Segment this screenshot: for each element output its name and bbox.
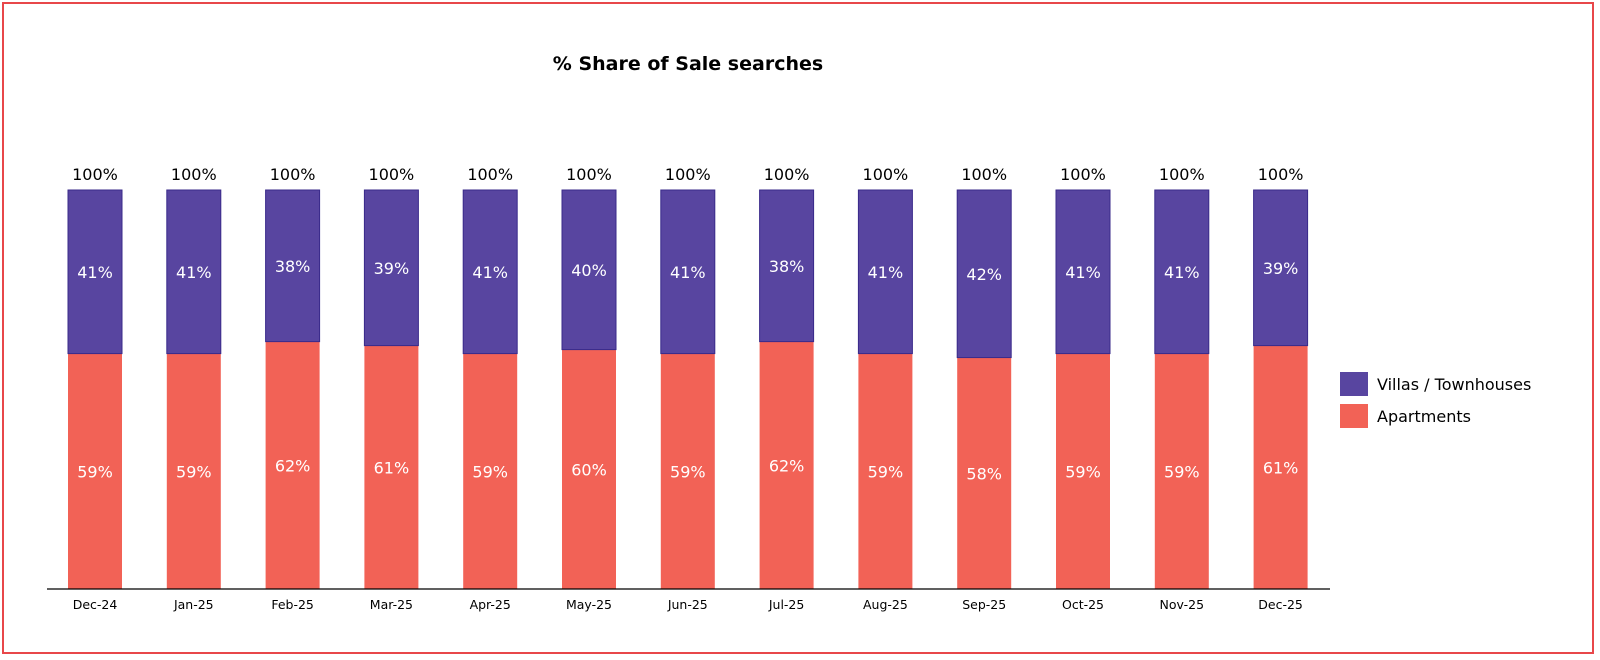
- bar-villas-townhouses-may-25: [561, 189, 617, 351]
- bar-apartments-feb-25: [265, 341, 320, 589]
- x-tick-label: Apr-25: [470, 597, 511, 612]
- total-label: 100%: [863, 165, 909, 184]
- x-tick-label: Nov-25: [1160, 597, 1204, 612]
- total-label: 100%: [171, 165, 217, 184]
- data-label: 41%: [77, 263, 113, 282]
- bar-villas-townhouses-mar-25: [363, 189, 419, 347]
- x-tick-label: Jul-25: [768, 597, 805, 612]
- bar-apartments-jun-25: [660, 353, 715, 589]
- data-label: 59%: [1065, 462, 1101, 481]
- total-label: 100%: [1159, 165, 1205, 184]
- x-tick-label: Mar-25: [370, 597, 413, 612]
- total-label: 100%: [467, 165, 513, 184]
- data-label: 59%: [1164, 462, 1200, 481]
- bar-apartments-dec-24: [68, 353, 122, 589]
- total-label: 100%: [764, 165, 810, 184]
- bar-apartments-dec-25: [1253, 345, 1308, 589]
- bars-group: 59% 41% 100% 59% 41% 100% 62% 38% 100% 61% 39% 100%…: [67, 165, 1309, 589]
- bar-villas-townhouses-sep-25: [956, 189, 1012, 359]
- bar-villas-townhouses-aug-25: [857, 189, 913, 355]
- data-label: 59%: [670, 462, 706, 481]
- data-label: 42%: [966, 265, 1002, 284]
- legend: Villas / Townhouses Apartments: [1340, 372, 1531, 428]
- legend-label: Apartments: [1377, 407, 1471, 426]
- x-tick-label: Aug-25: [863, 597, 908, 612]
- bar-apartments-sep-25: [957, 357, 1012, 589]
- data-label: 41%: [1164, 263, 1200, 282]
- data-label: 61%: [1263, 458, 1299, 477]
- data-label: 59%: [77, 462, 113, 481]
- data-label: 41%: [1065, 263, 1101, 282]
- bar-villas-townhouses-dec-24: [67, 189, 123, 355]
- x-tick-label: May-25: [566, 597, 612, 612]
- bar-apartments-mar-25: [364, 345, 419, 589]
- data-label: 38%: [769, 257, 805, 276]
- total-label: 100%: [665, 165, 711, 184]
- chart-title: % Share of Sale searches: [553, 53, 823, 75]
- bar-villas-townhouses-nov-25: [1154, 189, 1210, 355]
- bar-apartments-jan-25: [166, 353, 221, 589]
- x-tick-label: Feb-25: [271, 597, 314, 612]
- legend-label: Villas / Townhouses: [1377, 375, 1531, 394]
- total-label: 100%: [72, 165, 118, 184]
- total-label: 100%: [1060, 165, 1106, 184]
- x-tick-label: Sep-25: [962, 597, 1006, 612]
- x-tick-label: Dec-25: [1258, 597, 1303, 612]
- data-label: 41%: [868, 263, 904, 282]
- x-axis-labels: Dec-24 Jan-25 Feb-25 Mar-25 Apr-25 May-25 Jun-…: [73, 597, 1303, 612]
- data-label: 61%: [374, 458, 410, 477]
- bar-apartments-oct-25: [1056, 353, 1110, 589]
- data-label: 59%: [868, 462, 904, 481]
- bar-villas-townhouses-feb-25: [265, 189, 321, 343]
- data-label: 39%: [1263, 259, 1299, 278]
- x-tick-label: Jun-25: [667, 597, 708, 612]
- legend-swatch: [1340, 404, 1368, 428]
- bar-apartments-may-25: [562, 349, 616, 589]
- data-label: 59%: [472, 462, 508, 481]
- total-label: 100%: [1258, 165, 1304, 184]
- x-tick-label: Dec-24: [73, 597, 118, 612]
- x-tick-label: Oct-25: [1062, 597, 1104, 612]
- data-label: 62%: [769, 456, 805, 475]
- data-label: 60%: [571, 460, 607, 479]
- bar-villas-townhouses-oct-25: [1055, 189, 1111, 355]
- bar-apartments-aug-25: [858, 353, 913, 589]
- total-label: 100%: [961, 165, 1007, 184]
- data-label: 40%: [571, 261, 607, 280]
- x-tick-label: Jan-25: [173, 597, 214, 612]
- data-label: 62%: [275, 456, 311, 475]
- bar-apartments-nov-25: [1154, 353, 1209, 589]
- total-label: 100%: [270, 165, 316, 184]
- bar-villas-townhouses-jan-25: [166, 189, 222, 355]
- data-label: 41%: [472, 263, 508, 282]
- bar-apartments-jul-25: [759, 341, 814, 589]
- total-label: 100%: [369, 165, 415, 184]
- bar-villas-townhouses-jul-25: [759, 189, 815, 343]
- data-label: 39%: [374, 259, 410, 278]
- bar-apartments-apr-25: [463, 353, 518, 589]
- total-label: 100%: [566, 165, 612, 184]
- data-label: 41%: [176, 263, 212, 282]
- bar-villas-townhouses-dec-25: [1253, 189, 1309, 347]
- bar-villas-townhouses-apr-25: [462, 189, 518, 355]
- data-label: 58%: [966, 464, 1002, 483]
- bar-villas-townhouses-jun-25: [660, 189, 716, 355]
- data-label: 41%: [670, 263, 706, 282]
- legend-swatch: [1340, 372, 1368, 396]
- data-label: 59%: [176, 462, 212, 481]
- data-label: 38%: [275, 257, 311, 276]
